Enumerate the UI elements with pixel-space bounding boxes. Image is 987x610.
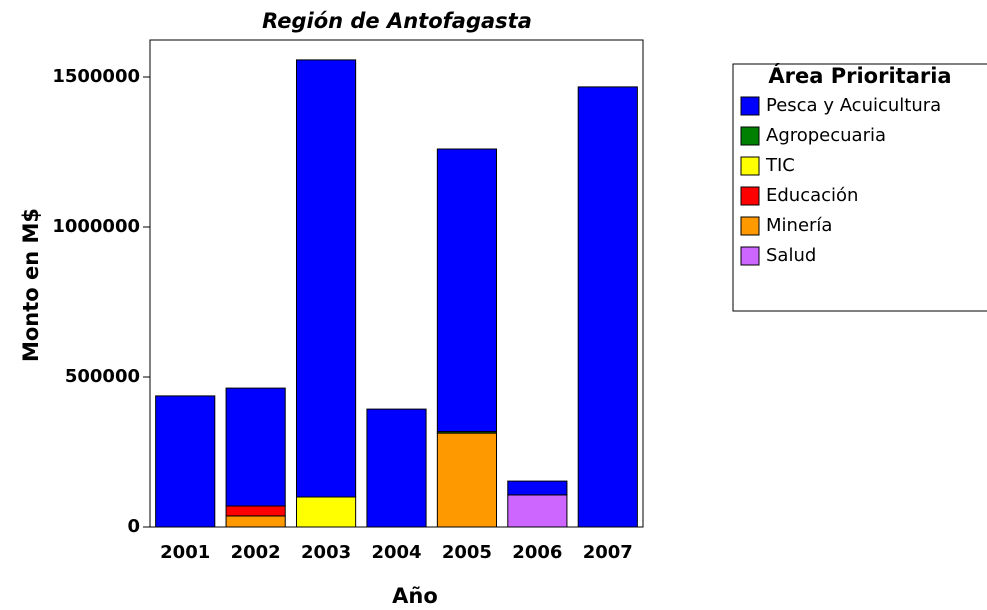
y-axis-title: Monto en M$ [19, 208, 43, 362]
legend-swatch [740, 126, 760, 146]
bar-segment [225, 387, 286, 507]
x-tick-label: 2001 [160, 542, 210, 563]
bar-segment [295, 496, 357, 528]
bar-segment [577, 86, 638, 528]
x-axis-title: Año [392, 584, 438, 608]
x-tick-label: 2002 [231, 542, 281, 563]
legend-swatch [740, 216, 760, 236]
bar-segment [507, 494, 568, 528]
bar-segment [366, 408, 427, 528]
legend-title: Área Prioritaria [768, 63, 951, 88]
x-tick-label: 2005 [442, 542, 492, 563]
x-tick-label: 2003 [301, 542, 351, 563]
legend-label: TIC [765, 155, 795, 176]
legend-label: Minería [766, 215, 832, 236]
legend-swatch [740, 186, 760, 206]
y-tick-label: 1000000 [52, 216, 140, 237]
y-tick-label: 0 [127, 516, 140, 537]
y-tick-label: 500000 [65, 366, 140, 387]
legend-swatch [740, 246, 760, 266]
bar-segment [436, 148, 498, 433]
legend-label: Pesca y Acuicultura [766, 95, 941, 116]
bar-segment [436, 432, 498, 528]
x-tick-label: 2007 [583, 542, 633, 563]
legend-swatch [740, 156, 760, 176]
x-tick-label: 2006 [512, 542, 562, 563]
bar-segment [225, 505, 286, 517]
x-tick-label: 2004 [371, 542, 421, 563]
bar-segment [507, 480, 568, 496]
y-tick-label: 1500000 [52, 66, 140, 87]
bar-segment [155, 395, 216, 528]
legend-label: Salud [766, 245, 816, 266]
legend-label: Educación [766, 185, 858, 206]
legend-swatch [740, 96, 760, 116]
bar-segment [295, 59, 357, 498]
legend-box [732, 63, 987, 312]
legend-label: Agropecuaria [766, 125, 886, 146]
chart-title: Región de Antofagasta [262, 9, 532, 33]
bar-segment [225, 515, 286, 528]
